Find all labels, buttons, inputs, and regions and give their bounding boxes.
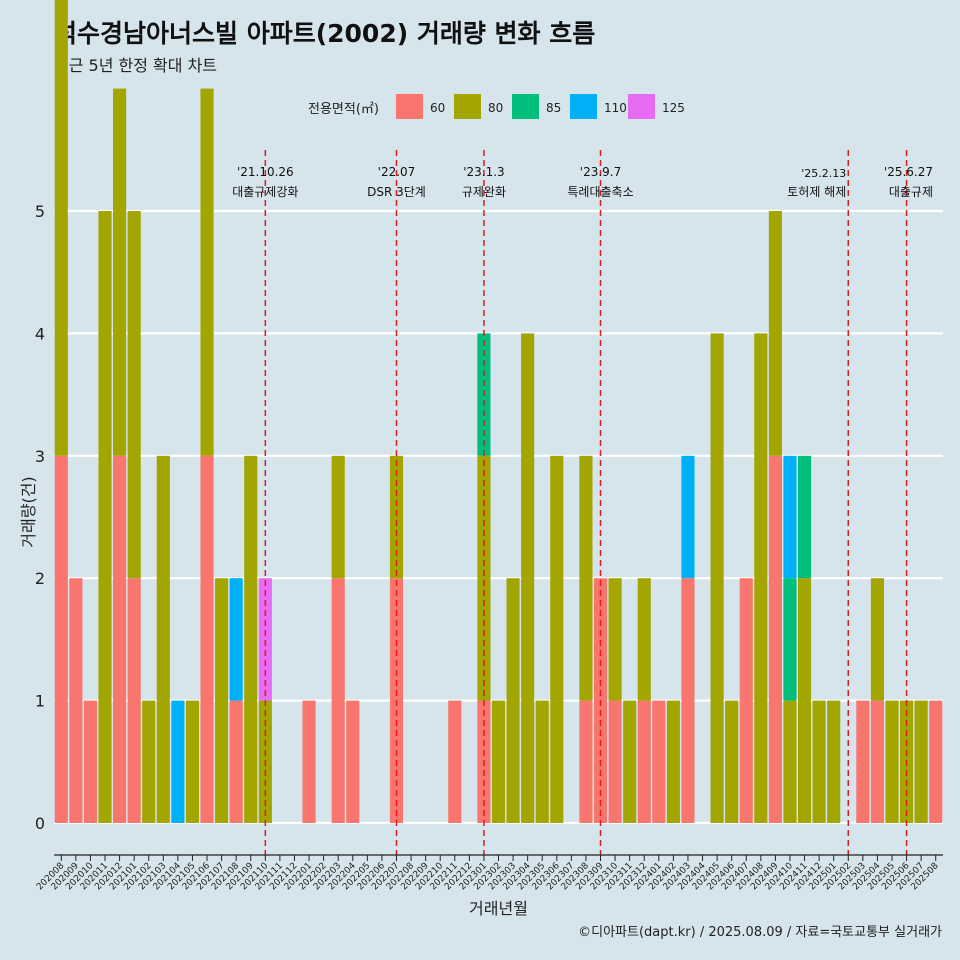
bar-segment [54,0,68,456]
bar-segment [652,700,666,823]
chart-caption: ©디아파트(dapt.kr) / 2025.08.09 / 자료=국토교통부 실… [578,925,942,940]
event-name-label: DSR 3단계 [367,185,426,199]
event-name-label: 토허제 해제 [787,185,846,199]
bar-segment [113,88,127,456]
bar-segment [346,700,360,823]
bar-segment [171,700,185,823]
event-name-label: 규제완화 [462,185,506,199]
bar-segment [623,700,637,823]
legend-swatch [512,94,539,119]
bar-segment [608,578,622,701]
legend-swatch [628,94,655,119]
bar-segment [156,455,170,823]
event-name-label: 대출규제 [889,185,933,199]
bar-segment [83,700,97,823]
bar-segment [331,578,345,823]
bar-segment [768,211,782,456]
bar-segment [579,700,593,823]
event-name-label: 특례대출축소 [567,185,633,199]
bar-segment [185,700,200,823]
bar-segment [914,700,928,823]
legend-swatch [454,94,481,119]
bar-segment [608,700,622,823]
bar-segment [535,700,549,823]
y-tick-label: 0 [35,814,45,833]
legend-title: 전용면적(㎡) [308,102,379,117]
y-axis-title: 거래량(건) [19,476,38,547]
bar-segment [491,700,506,823]
bar-segment [550,455,564,823]
chart-title: 석수경남아너스빌 아파트(2002) 거래량 변화 흐름 [54,19,596,48]
legend-label: 80 [488,101,503,115]
legend-swatch [570,94,597,119]
bar-segment [506,578,520,823]
bar-segment [856,700,870,823]
legend-swatch [396,94,423,119]
bar-segment [113,455,127,823]
legend-label: 125 [662,101,685,115]
bar-segment [885,700,899,823]
bar-segment [98,211,112,823]
y-tick-label: 2 [35,569,45,588]
bar-segment [768,455,782,823]
event-date-label: '25.6.27 [884,165,933,179]
x-axis-title: 거래년월 [469,899,528,918]
bar-segment [637,700,651,823]
bar-segment [797,455,812,579]
bar-segment [200,455,214,823]
bar-segment [870,578,884,701]
bar-segment [127,578,141,823]
bar-segment [244,455,258,823]
bar-segment [827,700,841,823]
bar-segment [783,700,797,823]
y-tick-label: 5 [35,202,45,221]
bar-segment [200,88,214,456]
y-tick-label: 3 [35,447,45,466]
chart-subtitle: 최근 5년 한정 확대 차트 [54,56,218,75]
legend-label: 85 [546,101,561,115]
bar-segment [666,700,680,823]
bar-segment [477,455,491,701]
bar-segment [783,455,797,579]
bar-segment [725,700,739,823]
bar-segment [215,578,229,823]
bar-segment [229,700,243,823]
bar-segment [258,578,272,701]
bar-segment [389,455,404,579]
bar-segment [54,455,68,823]
event-date-label: '25.2.13 [801,167,846,180]
bar-segment [637,578,651,701]
y-tick-label: 4 [35,324,45,343]
bar-segment [331,455,345,579]
event-date-label: '23.9.7 [580,165,621,179]
bar-segment [681,455,695,579]
event-date-label: '22.07 [378,165,416,179]
event-date-label: '23.1.3 [463,165,504,179]
bar-segment [579,455,593,701]
bar-segment [812,700,826,823]
bar-segment [142,700,156,823]
bar-segment [754,333,768,823]
y-tick-label: 1 [35,692,45,711]
legend-label: 110 [604,101,627,115]
bar-segment [929,700,943,823]
legend-label: 60 [430,101,445,115]
bar-segment [302,700,316,823]
bar-segment [870,700,884,823]
bar-segment [739,578,753,823]
event-name-label: 대출규제강화 [232,185,298,199]
bar-segment [69,578,83,823]
event-date-label: '21.10.26 [237,165,294,179]
bar-segment [783,578,797,701]
bar-segment [681,578,695,823]
bar-segment [229,578,243,701]
bar-segment [710,333,724,823]
bar-segment [521,333,535,823]
bar-segment [448,700,462,823]
bar-segment [127,211,141,579]
bar-segment [797,578,812,823]
